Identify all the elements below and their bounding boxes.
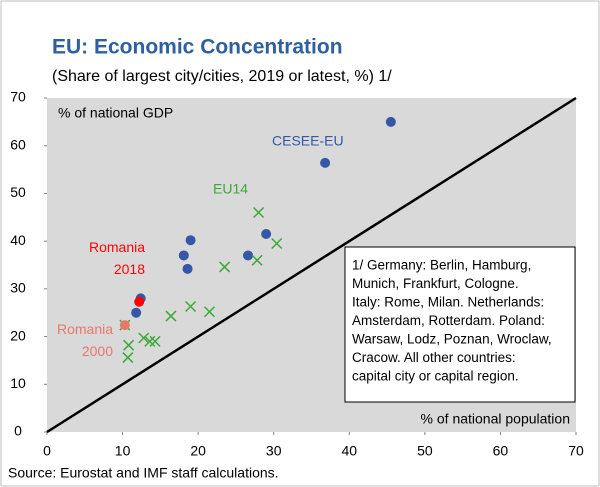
note-line: Amsterdam, Rotterdam. Poland: [352,313,545,328]
x-tick-label: 70 [568,443,584,459]
y-tick-label: 10 [10,375,26,391]
note-box [344,246,576,403]
note-line: Warsaw, Lodz, Poznan, Wroclaw, [352,332,552,347]
series-label: EU14 [213,181,248,197]
y-tick-label: 50 [10,184,26,200]
point [134,296,145,307]
point [253,206,265,219]
chart-subtitle: (Share of largest city/cities, 2019 or l… [52,68,392,85]
diagonal [46,96,577,434]
y-tick-label: 70 [10,89,26,105]
point [182,263,193,274]
x-tick-label: 30 [266,443,282,459]
point [123,339,135,351]
chart-title: EU: Economic Concentration [52,36,343,59]
point [165,310,177,322]
point [271,237,283,250]
point [185,235,196,246]
x-axis-label: % of national population [421,411,570,427]
x-tick-label: 50 [417,443,433,459]
point [122,352,134,364]
point [203,306,216,318]
note-line: Cracow. All other countries: [352,350,516,365]
x-tick-label: 10 [115,443,131,459]
point [320,157,331,168]
note-line: Italy: Rome, Milan. Netherlands: [352,295,544,310]
x-tick-label: 0 [43,443,51,459]
point [178,250,189,261]
y-tick-label: 20 [10,327,26,343]
y-tick-label: 60 [10,136,26,152]
point [243,250,254,261]
series-label: Romania 2018 [89,239,145,277]
point [119,320,130,331]
series-label: CESEE-EU [272,133,344,149]
point [185,300,197,313]
y-tick-label: 40 [10,232,26,248]
point [144,335,156,347]
y-tick-label: 30 [10,280,26,296]
point [261,228,272,239]
x-tick-label: 40 [341,443,357,459]
point [219,261,231,273]
y-axis-label: % of national GDP [58,105,173,121]
x-tick-label: 60 [493,443,509,459]
note-line: capital city or capital region. [352,369,519,384]
note-line: Munich, Frankfurt, Cologne. [352,276,519,291]
point [385,116,396,127]
source: Source: Eurostat and IMF staff calculati… [8,465,279,481]
x-tick-label: 20 [190,443,206,459]
point [149,335,161,347]
point [138,332,150,344]
y-tick-label: 0 [14,423,22,439]
point [251,254,263,266]
series-label: Romania 2000 [57,321,113,359]
note-line: 1/ Germany: Berlin, Hamburg, [352,258,531,273]
point [131,307,142,318]
